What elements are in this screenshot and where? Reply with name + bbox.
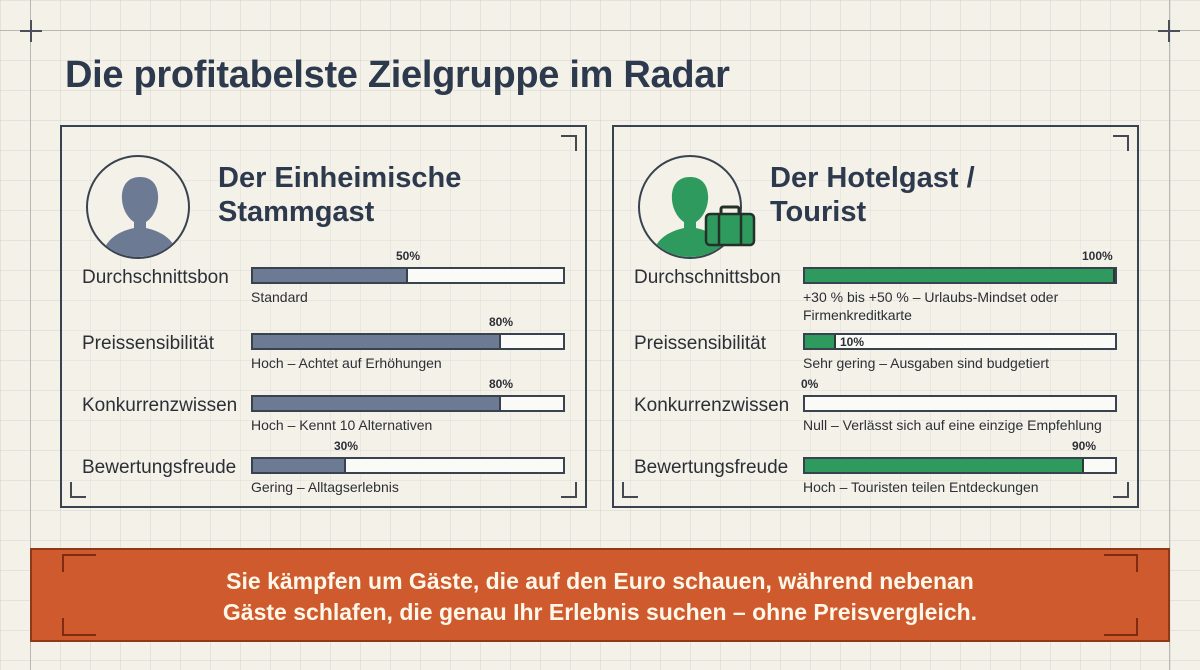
corner-cross-icon: [20, 20, 42, 42]
corner-bracket: [62, 554, 96, 572]
card-title: Der Hotelgast / Tourist: [770, 161, 1110, 229]
progress-fill: [805, 269, 1115, 282]
metric-row: Konkurrenzwissen 80% Hoch – Kennt 10 Alt…: [82, 377, 572, 433]
banner-line1: Sie kämpfen um Gäste, die auf den Euro s…: [226, 568, 974, 594]
progress-bar: 0%: [801, 377, 1117, 412]
metric-description: Gering – Alltagserlebnis: [251, 479, 399, 495]
metric-description: Null – Verlässt sich auf eine einzige Em…: [803, 417, 1102, 433]
card-title-line1: Der Einheimische: [218, 162, 462, 194]
card-title: Der Einheimische Stammgast: [218, 161, 558, 229]
progress-bar: 50%: [251, 249, 565, 284]
progress-bar: 80%: [251, 377, 565, 412]
metric-label: Konkurrenzwissen: [82, 395, 238, 416]
percent-label: 80%: [489, 377, 514, 391]
metric-row: Bewertungsfreude 90% Hoch – Touristen te…: [634, 439, 1124, 495]
corner-bracket: [1104, 554, 1138, 572]
progress-bar: 30%: [251, 439, 565, 474]
corner-bracket: [622, 482, 638, 498]
suitcase-icon: [704, 205, 756, 247]
corner-bracket: [62, 618, 96, 636]
metric-description: Standard: [251, 289, 308, 305]
metric-description: +30 % bis +50 % – Urlaubs-Mindset oder F…: [803, 289, 1059, 323]
progress-bar: 10%: [803, 333, 1117, 350]
metric-description: Hoch – Kennt 10 Alternativen: [251, 417, 433, 433]
progress-fill: [805, 335, 836, 348]
progress-bar: 90%: [803, 439, 1117, 474]
corner-bracket: [1113, 482, 1129, 498]
metric-row: Preissensibilität 10% Sehr gering – Ausg…: [634, 321, 1124, 371]
conclusion-banner: Sie kämpfen um Gäste, die auf den Euro s…: [30, 548, 1170, 642]
metric-description: Hoch – Achtet auf Erhöhungen: [251, 355, 442, 371]
corner-bracket: [70, 482, 86, 498]
metric-label: Durchschnittsbon: [634, 267, 781, 288]
card-title-line1: Der Hotelgast /: [770, 162, 975, 194]
metric-label: Bewertungsfreude: [634, 457, 789, 478]
frame-line-right: [1169, 0, 1170, 670]
card-title-line2: Tourist: [770, 196, 867, 228]
metric-label: Preissensibilität: [634, 333, 766, 354]
metric-label: Konkurrenzwissen: [634, 395, 790, 416]
percent-label: 80%: [489, 315, 514, 329]
percent-label: 0%: [801, 377, 819, 391]
progress-fill: [253, 335, 501, 348]
progress-bar: 100%: [803, 249, 1117, 284]
percent-label: 50%: [396, 249, 421, 263]
percent-label: 10%: [840, 335, 865, 349]
person-icon: [86, 155, 190, 259]
progress-fill: [253, 459, 346, 472]
corner-bracket: [561, 135, 577, 151]
corner-bracket: [561, 482, 577, 498]
corner-bracket: [1104, 618, 1138, 636]
metric-row: Durchschnittsbon 100% +30 % bis +50 % – …: [634, 249, 1124, 323]
percent-label: 100%: [1082, 249, 1113, 263]
metric-description: Hoch – Touristen teilen Entdeckungen: [803, 479, 1039, 495]
progress-bar: 80%: [251, 315, 565, 350]
percent-label: 90%: [1072, 439, 1097, 453]
metric-label: Bewertungsfreude: [82, 457, 237, 478]
metric-label: Preissensibilität: [82, 333, 214, 354]
metric-label: Durchschnittsbon: [82, 267, 229, 288]
card-title-line2: Stammgast: [218, 196, 375, 228]
card-hotel-guest: Der Hotelgast / Tourist Durchschnittsbon…: [612, 125, 1139, 508]
corner-cross-icon: [1158, 20, 1180, 42]
metric-row: Durchschnittsbon 50% Standard: [82, 249, 572, 305]
frame-line-left: [30, 0, 31, 670]
progress-fill: [253, 269, 408, 282]
corner-bracket: [1113, 135, 1129, 151]
metric-row: Konkurrenzwissen 0% Null – Verlässt sich…: [634, 377, 1124, 433]
banner-text: Sie kämpfen um Gäste, die auf den Euro s…: [32, 566, 1168, 628]
percent-label: 30%: [334, 439, 359, 453]
frame-line-top: [0, 30, 1200, 31]
metric-description: Sehr gering – Ausgaben sind budgetiert: [803, 355, 1049, 371]
page-title: Die profitabelste Zielgruppe im Radar: [65, 54, 730, 96]
metric-row: Preissensibilität 80% Hoch – Achtet auf …: [82, 315, 572, 371]
progress-fill: [805, 459, 1084, 472]
card-local-regular: Der Einheimische Stammgast Durchschnitts…: [60, 125, 587, 508]
progress-fill: [253, 397, 501, 410]
banner-line2: Gäste schlafen, die genau Ihr Erlebnis s…: [222, 599, 978, 625]
metric-row: Bewertungsfreude 30% Gering – Alltagserl…: [82, 439, 572, 495]
